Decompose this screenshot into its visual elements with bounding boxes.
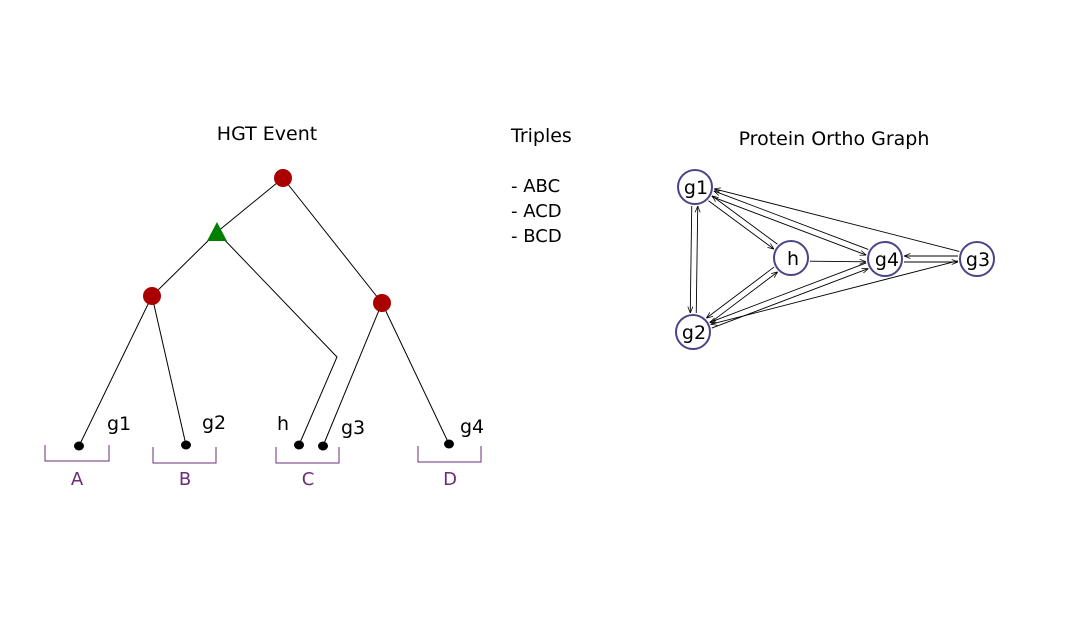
leaf-g4 (444, 439, 454, 449)
graph-nodes: g1 h g4 g3 g2 (675, 169, 995, 350)
graph-edges (690, 189, 960, 329)
speciation-node-left (143, 287, 161, 305)
edge-g2-to-g4 (711, 269, 868, 329)
hgt-node (207, 222, 227, 241)
leaf-h (294, 440, 304, 450)
tree-title: HGT Event (217, 123, 317, 145)
edge-g3-to-g2 (711, 260, 958, 325)
species-label-a: A (71, 469, 84, 490)
triples-title: Triples (510, 125, 572, 147)
branch-hgt-transfer (216, 231, 338, 446)
triple-item: - ABC (511, 176, 560, 197)
branch-to-g3 (322, 302, 383, 447)
edge-h-to-g1 (712, 196, 778, 245)
leaf-g3 (318, 441, 328, 451)
branch-root-hgt (216, 177, 284, 233)
leaf-label-h: h (277, 413, 289, 435)
branch-to-g2 (151, 295, 187, 446)
branch-to-g4 (381, 302, 450, 445)
edge-h-to-g4 (809, 261, 866, 262)
graph-node-g2: g2 (675, 314, 711, 350)
edge-g4-to-g1 (714, 191, 869, 250)
node-label: g1 (684, 177, 708, 199)
branch-root-right (282, 177, 383, 304)
leaf-g1 (74, 441, 84, 451)
node-circle (959, 241, 995, 277)
species-bracket-a (44, 445, 110, 462)
speciation-node-root (274, 169, 292, 187)
edge-g1-to-g4 (711, 196, 866, 256)
branch-to-g1 (78, 295, 153, 447)
species-label-d: D (443, 469, 457, 490)
node-label: g4 (875, 249, 899, 271)
species-label-c: C (302, 469, 315, 490)
graph-node-g4: g4 (867, 241, 903, 277)
species-bracket-c (275, 447, 340, 464)
graph-node-g1: g1 (677, 169, 713, 205)
triple-item: - BCD (511, 226, 562, 247)
triple-item: - ACD (511, 201, 562, 222)
edge-g1-to-g2 (690, 205, 691, 313)
branch-hgt-left (151, 231, 218, 297)
leaf-label-g1: g1 (107, 413, 131, 435)
node-label: h (787, 248, 799, 270)
species-label-b: B (179, 469, 191, 490)
edge-g1-to-h (708, 200, 773, 249)
triples-panel: Triples - ABC - ACD - BCD (510, 125, 572, 247)
leaf-g2 (181, 440, 191, 450)
node-circle (677, 169, 713, 205)
node-circle (675, 314, 711, 350)
ortho-graph: Protein Ortho Graph g1 h g4 g3 g2 (675, 128, 995, 350)
node-circle (773, 240, 809, 276)
graph-title: Protein Ortho Graph (739, 128, 930, 150)
node-label: g3 (966, 249, 990, 271)
species-bracket-b (152, 447, 217, 464)
edge-g2-to-g1 (696, 206, 697, 314)
edge-g4-to-g2 (710, 262, 867, 322)
species-bracket-d (417, 446, 482, 463)
graph-node-h: h (773, 240, 809, 276)
species-brackets (44, 445, 482, 464)
tree-branches (78, 177, 450, 447)
leaf-label-g4: g4 (460, 416, 484, 438)
leaf-label-g2: g2 (202, 412, 226, 434)
speciation-node-right (373, 294, 391, 312)
leaf-label-g3: g3 (341, 417, 365, 439)
node-circle (867, 241, 903, 277)
graph-node-g3: g3 (959, 241, 995, 277)
edge-h-to-g2 (706, 266, 775, 318)
node-label: g2 (682, 322, 706, 344)
edge-g2-to-h (709, 272, 778, 324)
hgt-tree: HGT Event g1 g2 h g3 g4 (44, 123, 484, 490)
edge-g3-to-g1 (714, 189, 960, 252)
